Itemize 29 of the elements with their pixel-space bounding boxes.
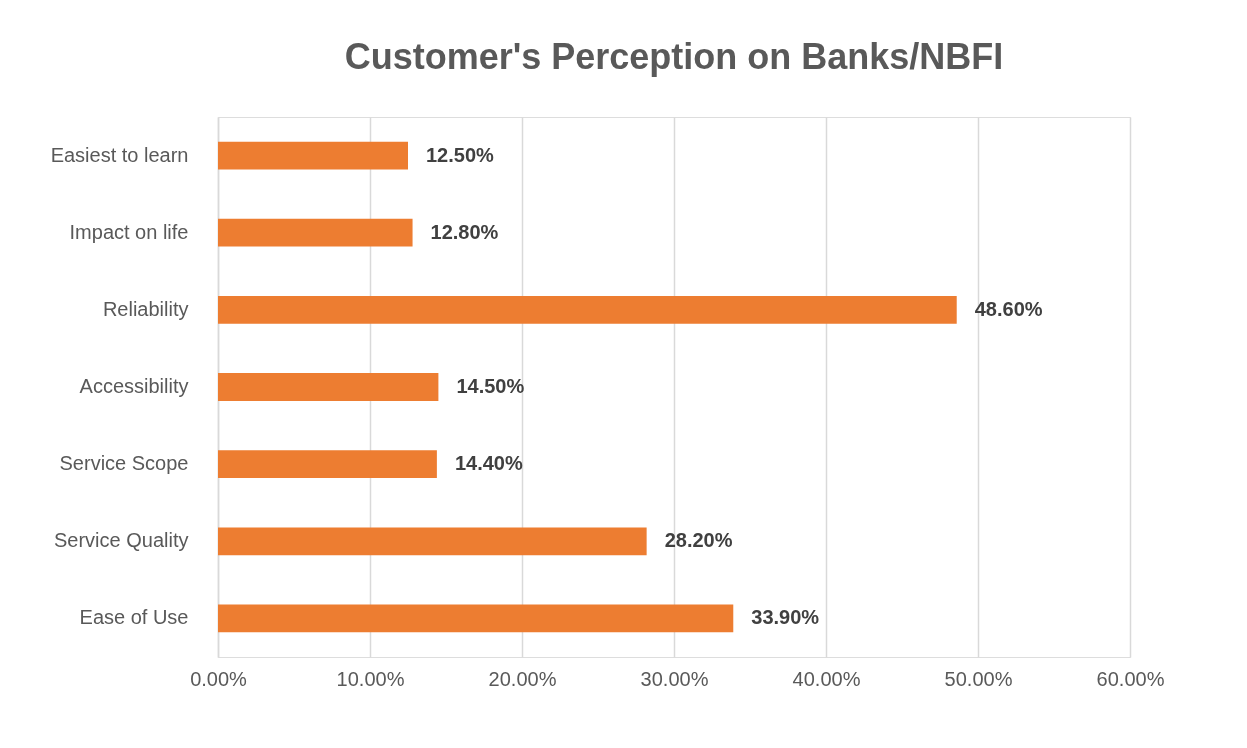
y-tick-label: Ease of Use	[79, 606, 189, 629]
y-tick-label: Easiest to learn	[50, 143, 189, 166]
y-tick-label: Service Quality	[54, 529, 189, 552]
data-label: 33.90%	[751, 606, 820, 629]
x-tick-label: 30.00%	[640, 667, 709, 690]
bar	[218, 141, 408, 170]
bar	[218, 218, 413, 247]
data-label: 14.50%	[456, 375, 525, 397]
data-label: 14.40%	[454, 452, 523, 475]
x-tick-label: 50.00%	[944, 667, 1013, 690]
data-label: 12.80%	[430, 220, 499, 243]
bar	[218, 604, 734, 633]
y-tick-label: Accessibility	[79, 375, 189, 397]
data-label: 28.20%	[664, 529, 733, 552]
x-tick-label: 40.00%	[792, 667, 861, 690]
x-tick-label: 0.00%	[190, 667, 248, 690]
y-tick-label: Impact on life	[69, 220, 189, 243]
x-tick-label: 60.00%	[1096, 667, 1165, 690]
bar	[218, 450, 437, 479]
data-label: 12.50%	[426, 143, 495, 166]
data-label: 48.60%	[974, 297, 1043, 320]
bar	[218, 527, 647, 556]
bar	[218, 295, 957, 324]
bar	[218, 373, 439, 401]
y-tick-label: Reliability	[102, 297, 189, 320]
chart-title: Customer's Perception on Banks/NBFI	[344, 36, 1004, 77]
x-tick-label: 10.00%	[336, 667, 405, 690]
y-tick-label: Service Scope	[59, 452, 189, 475]
x-tick-label: 20.00%	[488, 667, 557, 690]
